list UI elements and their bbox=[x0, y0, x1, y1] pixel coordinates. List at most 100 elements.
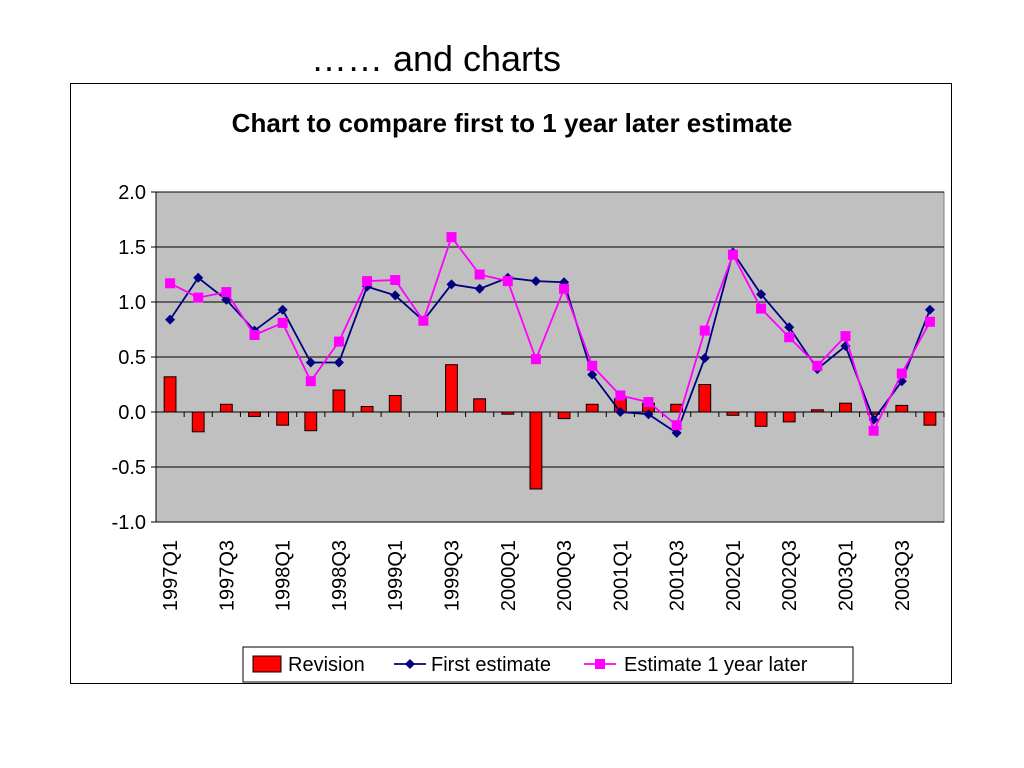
first-estimate-line bbox=[169, 250, 931, 435]
y-tick-label: 2.0 bbox=[118, 182, 146, 204]
y-tick-label: 1.0 bbox=[118, 292, 146, 314]
estimate-1-year-later-marker bbox=[390, 275, 401, 285]
first-estimate-marker bbox=[333, 357, 344, 368]
chart-svg: Chart to compare first to 1 year later e… bbox=[112, 108, 945, 683]
estimate-1-year-later-marker bbox=[812, 360, 823, 371]
x-tick-label: 1998Q3 bbox=[329, 540, 351, 611]
legend: Revision First estimate Estimate 1 year la… bbox=[242, 646, 854, 683]
first-estimate-marker bbox=[699, 353, 710, 364]
chart-frame: Chart to compare first to 1 year later e… bbox=[70, 83, 952, 684]
estimate-1-year-later-marker bbox=[193, 292, 204, 303]
estimate-1-year-later-marker bbox=[333, 336, 344, 347]
estimate-1-year-later-marker bbox=[756, 303, 767, 314]
estimate-1-year-later-marker bbox=[727, 249, 738, 260]
estimate-1-year-later-marker bbox=[868, 425, 879, 436]
estimate-1-year-later-marker bbox=[249, 330, 260, 340]
revision-bar bbox=[923, 411, 937, 426]
x-tick-label: 1997Q3 bbox=[216, 540, 238, 611]
estimate-1-year-later-line bbox=[169, 235, 931, 434]
estimate-1-year-later-marker bbox=[277, 317, 288, 328]
estimate-1-year-later-marker bbox=[474, 269, 485, 280]
y-tick-label: -1.0 bbox=[112, 512, 146, 534]
revision-bar bbox=[754, 411, 768, 427]
estimate-1-year-later-marker bbox=[896, 368, 907, 379]
chart-title: Chart to compare first to 1 year later e… bbox=[232, 108, 793, 138]
slide-title: …… and charts bbox=[310, 38, 562, 79]
x-tick-label: 2000Q3 bbox=[554, 540, 576, 611]
series-lines bbox=[165, 232, 935, 438]
first-estimate-marker bbox=[587, 369, 598, 380]
revision-bar bbox=[501, 411, 515, 415]
first-estimate-marker bbox=[671, 427, 682, 438]
x-tick-label: 2003Q1 bbox=[836, 540, 858, 611]
first-estimate-marker bbox=[924, 304, 935, 315]
legend-estimate-1-year-later-marker bbox=[595, 659, 605, 669]
x-tick-label: 2003Q3 bbox=[892, 540, 914, 611]
first-estimate-marker bbox=[784, 322, 795, 333]
revision-bar bbox=[585, 403, 599, 413]
revision-bar bbox=[163, 376, 177, 413]
estimate-1-year-later-marker bbox=[615, 390, 626, 401]
revision-bar bbox=[557, 411, 571, 420]
revision-bar bbox=[726, 411, 740, 416]
estimate-1-year-later-marker bbox=[362, 276, 373, 287]
revision-bar bbox=[698, 384, 712, 413]
revision-bar bbox=[332, 389, 346, 413]
first-estimate-marker bbox=[277, 304, 288, 315]
revision-bar bbox=[219, 403, 233, 413]
revision-bar bbox=[810, 409, 824, 413]
legend-revision-swatch bbox=[252, 655, 282, 673]
x-tick-label: 1998Q1 bbox=[273, 540, 295, 611]
revision-bar bbox=[388, 395, 402, 413]
x-tick-label: 1999Q3 bbox=[442, 540, 464, 611]
x-tick-label: 2002Q3 bbox=[779, 540, 801, 611]
x-tick-label: 1997Q1 bbox=[160, 540, 182, 611]
x-tick-label: 2002Q1 bbox=[723, 540, 745, 611]
y-axis: 2.0 1.5 1.0 0.5 0.0 -0.5 -1.0 bbox=[112, 182, 157, 534]
first-estimate-marker bbox=[390, 290, 401, 301]
estimate-1-year-later-marker bbox=[643, 397, 654, 408]
revision-bar bbox=[529, 411, 543, 490]
estimate-1-year-later-marker bbox=[840, 331, 851, 342]
estimate-1-year-later-marker bbox=[221, 287, 232, 298]
revision-bar bbox=[191, 411, 205, 433]
revision-bar bbox=[360, 406, 374, 413]
revision-bar bbox=[445, 364, 458, 413]
revision-bar bbox=[473, 398, 487, 413]
revision-bar bbox=[782, 411, 796, 423]
legend-first-estimate-label: First estimate bbox=[431, 654, 551, 676]
estimate-1-year-later-marker bbox=[305, 376, 316, 387]
revision-bar bbox=[248, 411, 261, 417]
first-estimate-marker bbox=[193, 272, 204, 283]
first-estimate-marker bbox=[165, 314, 176, 325]
y-tick-label: 0.5 bbox=[118, 347, 146, 369]
first-estimate-marker bbox=[474, 283, 485, 294]
estimate-1-year-later-marker bbox=[671, 420, 682, 431]
x-tick-label: 1999Q1 bbox=[385, 540, 407, 611]
legend-revision-label: Revision bbox=[288, 654, 365, 676]
first-estimate-marker bbox=[615, 407, 626, 417]
legend-box bbox=[242, 646, 854, 683]
first-estimate-marker bbox=[643, 409, 654, 420]
estimate-1-year-later-marker bbox=[784, 332, 795, 343]
estimate-1-year-later-marker bbox=[587, 360, 598, 371]
x-tick-label: 2001Q1 bbox=[610, 540, 632, 611]
estimate-1-year-later-marker bbox=[502, 276, 513, 287]
x-axis: 1997Q1 1997Q3 1998Q1 1998Q3 1999Q1 1999Q3 2000… bbox=[155, 411, 945, 611]
y-tick-label: -0.5 bbox=[112, 457, 146, 479]
estimate-1-year-later-marker bbox=[530, 354, 541, 365]
y-tick-label: 1.5 bbox=[118, 237, 146, 259]
first-estimate-marker bbox=[305, 357, 316, 368]
revision-bars bbox=[163, 364, 937, 490]
first-estimate-marker bbox=[756, 289, 767, 300]
revision-bar bbox=[839, 402, 852, 413]
revision-bar bbox=[895, 404, 909, 413]
first-estimate-marker bbox=[446, 279, 457, 290]
estimate-1-year-later-marker bbox=[165, 278, 176, 289]
estimate-1-year-later-marker bbox=[418, 315, 429, 326]
estimate-1-year-later-marker bbox=[924, 316, 935, 327]
legend-first-estimate-marker bbox=[405, 659, 415, 669]
revision-bar bbox=[304, 411, 318, 432]
x-tick-label: 2000Q1 bbox=[498, 540, 520, 611]
x-tick-label: 2001Q3 bbox=[667, 540, 689, 611]
